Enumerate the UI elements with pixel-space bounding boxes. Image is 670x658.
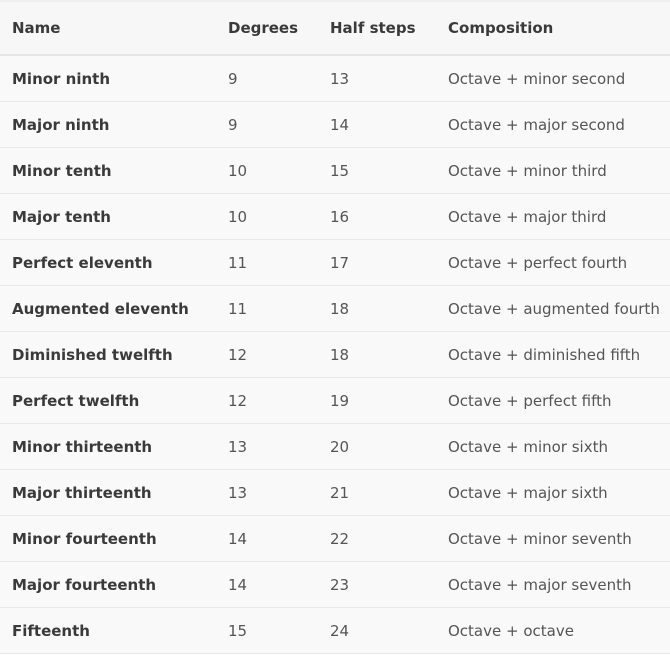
cell-name: Major fourteenth — [0, 561, 216, 608]
cell-half-steps: 16 — [318, 193, 436, 240]
cell-half-steps: 22 — [318, 515, 436, 562]
cell-name: Perfect twelfth — [0, 377, 216, 424]
cell-degrees: 13 — [216, 469, 318, 516]
cell-name: Diminished twelfth — [0, 331, 216, 378]
cell-name: Minor ninth — [0, 55, 216, 102]
table-row: Minor thirteenth 13 20 Octave + minor sixth — [0, 423, 670, 470]
table-header: Name Degrees Half steps Composition — [0, 0, 670, 56]
table-row: Major tenth 10 16 Octave + major third — [0, 193, 670, 240]
cell-half-steps: 19 — [318, 377, 436, 424]
cell-half-steps: 17 — [318, 239, 436, 286]
table-body: Minor ninth 9 13 Octave + minor second Major… — [0, 55, 670, 654]
cell-half-steps: 23 — [318, 561, 436, 608]
cell-degrees: 11 — [216, 239, 318, 286]
cell-composition: Octave + octave — [436, 607, 670, 654]
cell-degrees: 13 — [216, 423, 318, 470]
cell-composition: Octave + minor third — [436, 147, 670, 194]
cell-half-steps: 15 — [318, 147, 436, 194]
cell-name: Major tenth — [0, 193, 216, 240]
cell-name: Major ninth — [0, 101, 216, 148]
cell-composition: Octave + minor second — [436, 55, 670, 102]
cell-half-steps: 18 — [318, 285, 436, 332]
table-row: Major fourteenth 14 23 Octave + major seven… — [0, 561, 670, 608]
cell-half-steps: 14 — [318, 101, 436, 148]
table-row: Fifteenth 15 24 Octave + octave — [0, 607, 670, 654]
cell-composition: Octave + diminished fifth — [436, 331, 670, 378]
cell-half-steps: 18 — [318, 331, 436, 378]
cell-name: Augmented eleventh — [0, 285, 216, 332]
header-row: Name Degrees Half steps Composition — [0, 0, 670, 56]
table-row: Augmented eleventh 11 18 Octave + augmented… — [0, 285, 670, 332]
table-row: Major ninth 9 14 Octave + major second — [0, 101, 670, 148]
cell-composition: Octave + major seventh — [436, 561, 670, 608]
cell-name: Perfect eleventh — [0, 239, 216, 286]
header-degrees: Degrees — [216, 0, 318, 56]
cell-degrees: 12 — [216, 377, 318, 424]
cell-degrees: 9 — [216, 101, 318, 148]
cell-degrees: 12 — [216, 331, 318, 378]
cell-half-steps: 13 — [318, 55, 436, 102]
cell-degrees: 14 — [216, 561, 318, 608]
cell-half-steps: 24 — [318, 607, 436, 654]
header-composition: Composition — [436, 0, 670, 56]
cell-name: Major thirteenth — [0, 469, 216, 516]
table-row: Minor fourteenth 14 22 Octave + minor seven… — [0, 515, 670, 562]
table-row: Diminished twelfth 12 18 Octave + diminishe… — [0, 331, 670, 378]
cell-name: Minor tenth — [0, 147, 216, 194]
cell-composition: Octave + perfect fourth — [436, 239, 670, 286]
table-row: Perfect eleventh 11 17 Octave + perfect fou… — [0, 239, 670, 286]
cell-name: Minor thirteenth — [0, 423, 216, 470]
cell-name: Minor fourteenth — [0, 515, 216, 562]
cell-composition: Octave + minor seventh — [436, 515, 670, 562]
cell-degrees: 11 — [216, 285, 318, 332]
table-row: Perfect twelfth 12 19 Octave + perfect fift… — [0, 377, 670, 424]
table-row: Major thirteenth 13 21 Octave + major sixth — [0, 469, 670, 516]
cell-half-steps: 21 — [318, 469, 436, 516]
cell-half-steps: 20 — [318, 423, 436, 470]
cell-degrees: 15 — [216, 607, 318, 654]
cell-composition: Octave + major second — [436, 101, 670, 148]
cell-degrees: 10 — [216, 193, 318, 240]
table-row: Minor ninth 9 13 Octave + minor second — [0, 55, 670, 102]
header-name: Name — [0, 0, 216, 56]
cell-name: Fifteenth — [0, 607, 216, 654]
cell-composition: Octave + major third — [436, 193, 670, 240]
header-half-steps: Half steps — [318, 0, 436, 56]
cell-composition: Octave + major sixth — [436, 469, 670, 516]
cell-composition: Octave + augmented fourth — [436, 285, 670, 332]
table-row: Minor tenth 10 15 Octave + minor third — [0, 147, 670, 194]
cell-degrees: 14 — [216, 515, 318, 562]
cell-degrees: 9 — [216, 55, 318, 102]
cell-degrees: 10 — [216, 147, 318, 194]
cell-composition: Octave + perfect fifth — [436, 377, 670, 424]
cell-composition: Octave + minor sixth — [436, 423, 670, 470]
